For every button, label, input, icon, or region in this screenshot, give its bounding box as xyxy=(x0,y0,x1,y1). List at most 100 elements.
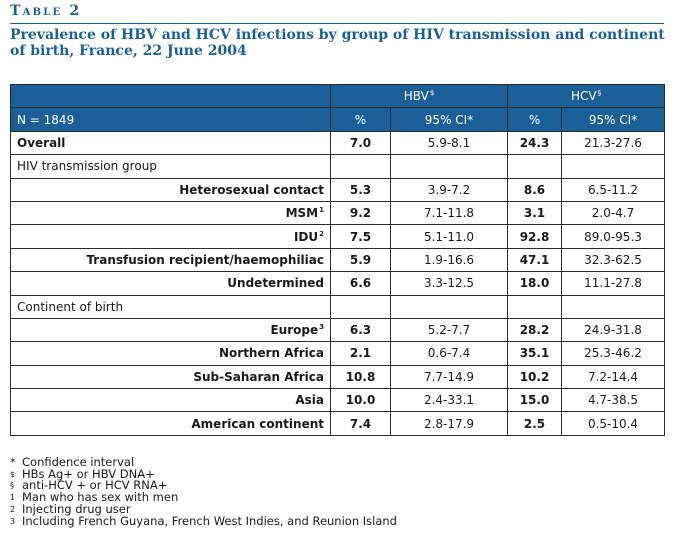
footnote-text: Confidence interval xyxy=(22,455,135,469)
hcv-ci-cell: 7.2-14.4 xyxy=(561,364,666,390)
hcv-pct-cell: 10.2 xyxy=(507,364,563,390)
row-label: Europe3 xyxy=(10,317,331,343)
footnote-mark: 2 xyxy=(10,504,16,514)
hbv-ci-header: 95% CI* xyxy=(389,107,509,132)
section-row: HIV transmission group xyxy=(10,154,666,179)
footnote-text: HBs Ag+ or HBV DNA+ xyxy=(22,466,155,481)
hcv-ci-cell: 0.5-10.4 xyxy=(561,411,666,436)
hbv-pct-cell: 7.4 xyxy=(330,411,391,436)
hcv-pct-cell: 8.6 xyxy=(507,177,563,202)
row-label: Sub-Saharan Africa xyxy=(10,364,331,390)
hcv-pct-cell: 24.3 xyxy=(507,130,563,156)
table-row: Heterosexual contact 5.3 3.9-7.2 8.6 6.5-11.… xyxy=(10,177,666,202)
hcv-ci-cell: 2.0-4.7 xyxy=(561,200,666,226)
footnote: $ HBs Ag+ or HBV DNA+ xyxy=(10,466,397,481)
hbv-pct-header: % xyxy=(330,107,391,132)
row-label-text: Asia xyxy=(295,393,324,408)
hbv-ci-cell: 3.3-12.5 xyxy=(389,271,509,296)
table-row: American continent 7.4 2.8-17.9 2.5 0.5-10.4 xyxy=(10,411,666,436)
hcv-pct-cell: 92.8 xyxy=(507,224,563,249)
row-label: Asia xyxy=(10,388,331,413)
row-label-text: Heterosexual contact xyxy=(179,182,324,197)
row-label-text: Northern Africa xyxy=(218,346,324,361)
hcv-pct-cell: 15.0 xyxy=(507,388,563,413)
footnote: 3 Including French Guyana, French West In… xyxy=(10,513,397,528)
hcv-header-label: HCV xyxy=(570,89,597,104)
hbv-pct-cell: 6.6 xyxy=(330,271,391,296)
hbv-ci-cell: 2.8-17.9 xyxy=(389,411,509,436)
table-row: Overall 7.0 5.9-8.1 24.3 21.3-27.6 xyxy=(10,130,666,156)
hcv-pct-cell: 47.1 xyxy=(507,247,563,273)
hcv-ci-cell: 25.3-46.2 xyxy=(561,341,666,366)
footnote-mark: § xyxy=(10,481,14,491)
prevalence-table: HBV$ HCV§ N = 1849 % 95% CI* % 95% CI* O… xyxy=(10,83,666,436)
section-label: HIV transmission group xyxy=(10,154,331,179)
section-row: Continent of birth xyxy=(10,294,666,319)
table-row: Northern Africa 2.1 0.6-7.4 35.1 25.3-46.2 xyxy=(10,341,666,366)
table-row: Asia 10.0 2.4-33.1 15.0 4.7-38.5 xyxy=(10,388,666,413)
footnote: 1 Man who has sex with men xyxy=(10,490,397,505)
hcv-ci-cell: 32.3-62.5 xyxy=(561,247,666,273)
hcv-pct-cell: 2.5 xyxy=(507,411,563,436)
hcv-pct-header: % xyxy=(507,107,563,132)
row-label: American continent xyxy=(10,411,331,436)
hbv-group-header: HBV$ xyxy=(329,83,509,109)
table-label: Table 2 xyxy=(10,3,82,19)
footnote-text: Man who has sex with men xyxy=(22,490,179,505)
table-caption: Prevalence of HBV and HCV infections by … xyxy=(10,27,665,59)
hcv-ci-cell: 24.9-31.8 xyxy=(561,317,666,343)
hbv-pct-cell: 5.9 xyxy=(330,247,391,273)
row-label-text: Europe xyxy=(270,323,319,338)
empty-cell xyxy=(507,154,563,179)
footnote-text: Injecting drug user xyxy=(22,501,131,516)
hbv-header-label: HBV xyxy=(403,89,429,104)
hbv-ci-cell: 3.9-7.2 xyxy=(389,177,509,202)
empty-cell xyxy=(330,154,391,179)
hbv-ci-cell: 2.4-33.1 xyxy=(389,388,509,413)
hcv-pct-cell: 28.2 xyxy=(507,317,563,343)
hbv-ci-cell: 7.1-11.8 xyxy=(389,200,509,226)
hcv-ci-header: 95% CI* xyxy=(561,107,666,132)
empty-cell xyxy=(561,294,666,319)
footnotes: * Confidence interval $ HBs Ag+ or HBV DNA+… xyxy=(10,455,397,528)
hbv-pct-cell: 5.3 xyxy=(330,177,391,202)
row-label: Undetermined xyxy=(10,271,331,296)
hbv-ci-cell: 5.2-7.7 xyxy=(389,317,509,343)
row-label-text: Undetermined xyxy=(227,276,324,291)
hbv-pct-cell: 6.3 xyxy=(330,317,391,343)
row-label-text: Sub-Saharan Africa xyxy=(193,369,324,384)
hcv-ci-cell: 6.5-11.2 xyxy=(561,177,666,202)
row-label: Heterosexual contact xyxy=(10,177,331,202)
row-label: MSM1 xyxy=(10,200,331,226)
row-label-text: MSM xyxy=(285,206,319,221)
table-row: MSM1 9.2 7.1-11.8 3.1 2.0-4.7 xyxy=(10,200,666,226)
hbv-ci-cell: 5.1-11.0 xyxy=(389,224,509,249)
empty-cell xyxy=(561,154,666,179)
hcv-ci-cell: 89.0-95.3 xyxy=(561,224,666,249)
hcv-pct-cell: 35.1 xyxy=(507,341,563,366)
table-row: Transfusion recipient/haemophiliac 5.9 1.9… xyxy=(10,247,666,273)
section-label: Continent of birth xyxy=(10,294,331,319)
footnote: 2 Injecting drug user xyxy=(10,501,397,516)
footnote-text: Including French Guyana, French West Ind… xyxy=(22,513,397,528)
row-label-mark: 1 xyxy=(319,206,324,215)
hbv-header-mark: $ xyxy=(429,89,435,98)
table-row: IDU2 7.5 5.1-11.0 92.8 89.0-95.3 xyxy=(10,224,666,249)
empty-cell xyxy=(389,154,509,179)
footnote: * Confidence interval xyxy=(10,455,397,469)
header-blank-cell xyxy=(10,83,331,109)
row-label: IDU2 xyxy=(10,224,331,249)
footnote: § anti-HCV + or HCV RNA+ xyxy=(10,480,397,492)
group-header-row: HBV$ HCV§ xyxy=(10,83,666,109)
row-label-text: IDU xyxy=(293,229,319,244)
row-label-text: American continent xyxy=(191,416,324,431)
row-label-text: Transfusion recipient/haemophiliac xyxy=(86,252,324,267)
title-rule xyxy=(10,23,664,24)
hcv-group-header: HCV§ xyxy=(507,83,666,109)
empty-cell xyxy=(507,294,563,319)
column-header-row: N = 1849 % 95% CI* % 95% CI* xyxy=(10,107,666,132)
hbv-ci-cell: 0.6-7.4 xyxy=(389,341,509,366)
hcv-pct-cell: 3.1 xyxy=(507,200,563,226)
hbv-pct-cell: 9.2 xyxy=(330,200,391,226)
